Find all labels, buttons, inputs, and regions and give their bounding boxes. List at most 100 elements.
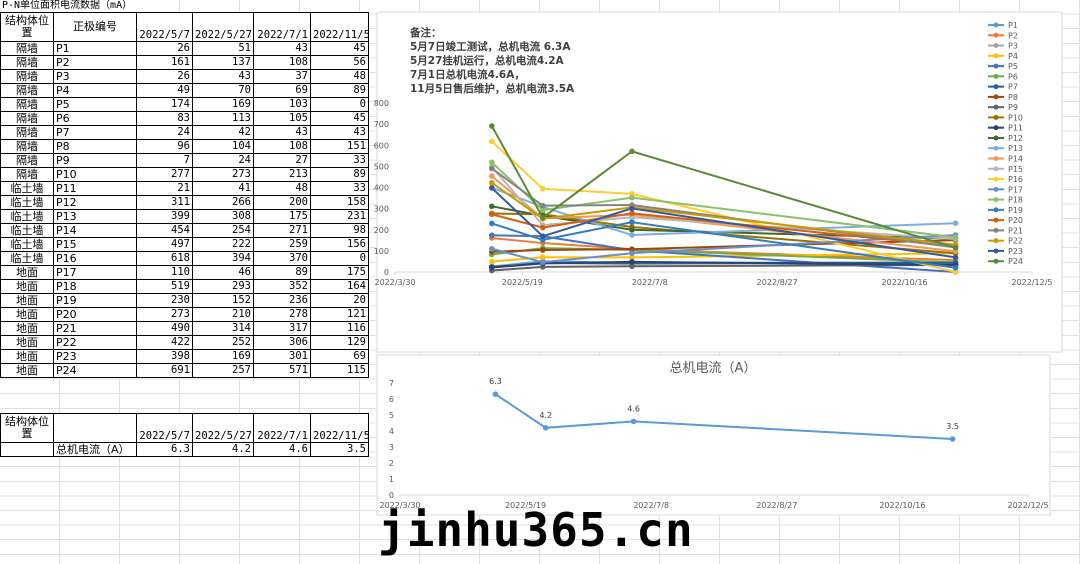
table-cell: 临土墙 [0,209,54,224]
table-cell: 总机电流（A） [53,442,137,457]
data-point [489,203,495,210]
data-point [629,205,635,212]
data-point [629,226,635,233]
data-point [539,214,546,221]
legend-label: P11 [1008,124,1023,133]
table-row: 隔墙 P6 83 113 105 45 [0,111,369,126]
x-tick-label: 2022/12/5 [1007,501,1048,510]
x-tick-label: 2022/8/27 [756,501,797,510]
data-point [539,207,546,213]
y-tick-label: 500 [374,162,389,171]
legend-label: P3 [1008,42,1018,51]
data-point [952,254,959,261]
table-cell: 地面 [0,279,54,294]
legend-marker [993,227,999,233]
x-tick-label: 2022/7/8 [632,278,668,287]
legend-marker [993,53,999,59]
legend-marker [993,125,999,131]
data-point [629,263,635,270]
data-point [952,244,959,251]
chart-area [376,354,1051,516]
data-point [539,233,546,240]
legend-label: P18 [1008,196,1023,205]
y-tick-label: 7 [389,379,394,388]
series-line [490,125,956,249]
annotation: 备注： [409,26,442,39]
table-cell: 隔墙 [0,97,54,112]
legend-label: P13 [1008,144,1023,153]
legend-label: P19 [1008,206,1023,215]
table-cell: 6.3 [136,442,193,457]
legend-marker [993,22,999,28]
data-table: 结构体位置 正极编号 2022/5/7 2022/5/27 2022/7/1 2022/1… [0,12,369,378]
legend-marker [993,84,999,90]
y-tick-label: 0 [389,491,394,500]
data-point [489,185,495,191]
legend-marker [993,104,999,110]
table-cell: 3.5 [310,442,369,457]
table-cell: 临土墙 [0,181,54,196]
legend-label: P9 [1008,103,1018,112]
legend-label: P8 [1008,93,1018,102]
x-tick-label: 2022/3/30 [379,501,420,510]
y-tick-label: 4 [389,427,394,436]
annotation: 5月7日竣工测试，总机电流 6.3A [410,40,571,53]
empty-cell [53,413,137,443]
series-line [491,182,956,246]
legend-marker [993,207,999,213]
data-point [489,173,495,179]
legend-label: P15 [1008,165,1023,174]
data-point [952,264,959,271]
legend-marker [993,43,999,49]
data-point [629,232,635,238]
legend-label: P21 [1008,226,1023,235]
legend-label: P5 [1008,62,1018,71]
x-tick-label: 2022/10/16 [879,501,925,510]
data-point [489,138,495,145]
annotation: 5月27挂机运行，总机电流4.2A [410,54,565,67]
data-point [489,159,495,166]
legend-marker [993,145,999,151]
data-point [489,232,495,239]
legend-label: P4 [1008,52,1018,61]
y-tick-label: 100 [374,247,389,256]
legend-label: P17 [1008,185,1023,194]
table-row: 地面 P23 398 169 301 69 [0,349,369,364]
legend-marker [993,166,999,172]
data-point [949,436,956,442]
data-point [539,254,546,261]
table-row: 临土墙 P16 618 394 370 0 [0,251,369,266]
legend-label: P14 [1008,155,1023,164]
legend-label: P6 [1008,72,1018,81]
data-point [489,264,495,271]
data-point [629,210,635,217]
sheet-title: P-N单位面积电流数据（mA） [2,0,133,12]
data-label: 6.3 [489,377,502,386]
x-tick-label: 2022/8/27 [757,278,798,287]
table-row: 临土墙 P14 454 254 271 98 [0,223,369,238]
data-point [489,165,495,172]
legend-label: P23 [1008,247,1023,256]
data-point [492,391,499,398]
data-point [489,258,495,265]
series-line [491,212,956,248]
annotation: 11月5日售后维护，总机电流3.5A [410,82,575,95]
table-cell: 115 [310,363,369,378]
table-row: 隔墙 P2 161 137 108 56 [0,55,369,70]
chart-title: 总机电流（A） [670,361,757,376]
series-line [491,234,956,273]
table-cell: 地面 [0,363,54,378]
y-tick-label: 200 [374,226,389,235]
header-row: 结构体位置 2022/5/7 2022/5/27 2022/7/1 2022/11/5 [0,413,369,443]
y-tick-label: 3 [389,443,394,452]
table-cell: P24 [53,363,137,378]
y-tick-label: 2 [389,459,394,468]
table-row: 临土墙 P12 311 266 200 158 [0,195,369,210]
data-point [542,425,549,431]
series-line [491,264,956,272]
data-point [539,259,546,266]
header-cell: 2022/5/27 [192,413,254,443]
legend-marker [993,258,999,264]
data-point [489,180,495,186]
